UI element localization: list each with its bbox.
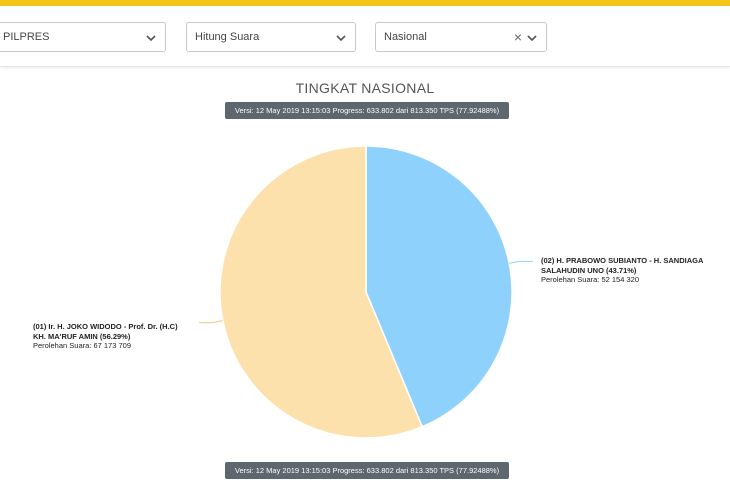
version-badge-bottom: Versi: 12 May 2019 13:15:03 Progress: 63…	[225, 462, 509, 479]
count-type-select-value: Hitung Suara	[195, 31, 260, 43]
chevron-down-icon[interactable]	[335, 32, 347, 44]
slice-label-01: (01) Ir. H. JOKO WIDODO - Prof. Dr. (H.C…	[33, 322, 178, 351]
slice-label-01-line1: (01) Ir. H. JOKO WIDODO - Prof. Dr. (H.C…	[33, 322, 178, 331]
top-accent-bar	[0, 0, 730, 6]
filter-bar: PILPRES Hitung Suara Nasional ×	[0, 6, 730, 67]
leader-line-01	[199, 320, 223, 324]
region-select-value: Nasional	[384, 31, 427, 43]
slice-label-02-line1: (02) H. PRABOWO SUBIANTO - H. SANDIAGA	[541, 256, 704, 265]
slice-label-02-line2: SALAHUDIN UNO (43.71%)	[541, 265, 637, 275]
chart-title: TINGKAT NASIONAL	[295, 80, 435, 96]
close-icon[interactable]: ×	[513, 29, 522, 45]
election-select-value: PILPRES	[3, 31, 50, 43]
version-badge-top: Versi: 12 May 2019 13:15:03 Progress: 63…	[225, 102, 509, 119]
chevron-down-icon[interactable]	[526, 32, 538, 44]
pie-slice-01[interactable]	[219, 145, 424, 439]
slice-label-01-votes: Perolehan Suara: 67 173 709	[33, 341, 131, 350]
chevron-down-icon[interactable]	[145, 32, 157, 44]
slice-label-02: (02) H. PRABOWO SUBIANTO - H. SANDIAGA S…	[541, 256, 703, 285]
region-select[interactable]: Nasional ×	[375, 22, 547, 52]
slice-label-02-votes: Perolehan Suara: 52 154 320	[541, 275, 639, 284]
slice-label-01-line2: KH. MA'RUF AMIN (56.29%)	[33, 331, 131, 341]
leader-line-02	[509, 260, 533, 264]
election-select[interactable]: PILPRES	[0, 22, 166, 52]
count-type-select[interactable]: Hitung Suara	[186, 22, 356, 52]
